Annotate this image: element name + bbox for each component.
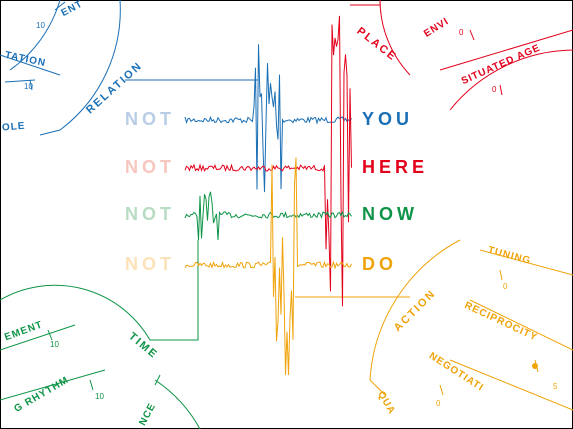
quadrant-label: TATION <box>4 50 47 69</box>
waveforms <box>184 15 352 376</box>
row-prefix: NOT <box>125 204 175 224</box>
tick-label: 0 <box>503 282 508 291</box>
tick-label: 10 <box>36 21 45 30</box>
waveform <box>184 157 352 376</box>
quadrant-title: TIME <box>126 330 160 361</box>
waveform <box>184 44 352 193</box>
row-word: DO <box>362 254 397 274</box>
row-prefix: NOT <box>125 254 175 274</box>
tick-label: 0 <box>436 399 441 408</box>
row-prefix: NOT <box>125 157 175 177</box>
tick-label: 0 <box>492 85 497 94</box>
quadrant-label: NEGOTIATI <box>427 351 486 394</box>
quadrant-label: EMENT <box>3 319 44 343</box>
marker <box>532 363 538 369</box>
quadrant-label: RECIPROCITY <box>463 300 540 344</box>
row-word: NOW <box>362 204 418 224</box>
tick-label: 10 <box>24 82 33 91</box>
quadrant-label: ENVI <box>422 16 451 40</box>
waveform <box>184 191 352 241</box>
row-prefix: NOT <box>125 109 175 129</box>
tick-label: 10 <box>50 340 59 349</box>
tick-label: 0 <box>459 28 464 37</box>
quadrant-label: TUNING <box>487 245 533 267</box>
row-word: HERE <box>362 157 428 177</box>
quadrant-label: SITUATED AGE <box>460 42 542 87</box>
quadrant-label: OLE <box>2 121 26 134</box>
quadrant-label: NCE <box>137 401 158 427</box>
waveform <box>184 15 352 307</box>
quadrant-label: G RHYTHM <box>12 375 71 415</box>
row-word: YOU <box>362 109 413 129</box>
tick-label: 5 <box>553 382 558 391</box>
tick-label: 10 <box>95 392 104 401</box>
quadrant-label: QUA <box>375 389 397 416</box>
quadrant-title: PLACE <box>354 25 399 64</box>
